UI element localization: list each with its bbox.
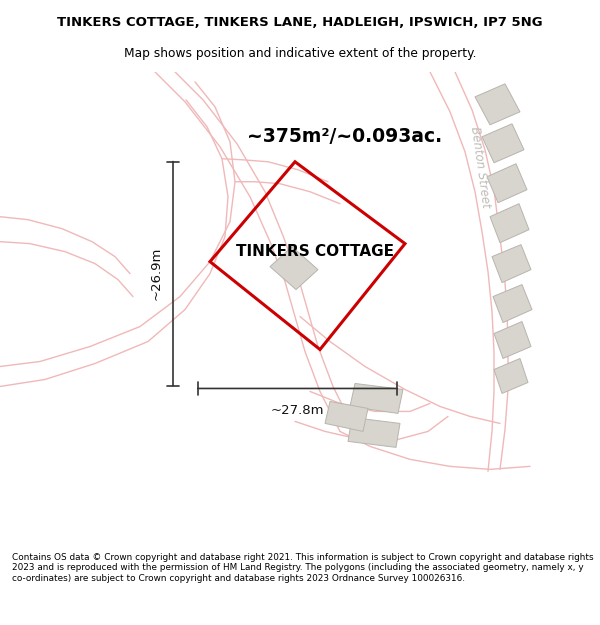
Polygon shape	[325, 401, 368, 431]
Polygon shape	[475, 84, 520, 125]
Polygon shape	[482, 124, 524, 162]
Text: TINKERS COTTAGE, TINKERS LANE, HADLEIGH, IPSWICH, IP7 5NG: TINKERS COTTAGE, TINKERS LANE, HADLEIGH,…	[57, 16, 543, 29]
Polygon shape	[494, 359, 528, 394]
Text: TINKERS COTTAGE: TINKERS COTTAGE	[236, 244, 394, 259]
Text: ~375m²/~0.093ac.: ~375m²/~0.093ac.	[247, 127, 442, 146]
Text: Map shows position and indicative extent of the property.: Map shows position and indicative extent…	[124, 47, 476, 60]
Polygon shape	[487, 164, 527, 202]
Polygon shape	[348, 418, 400, 447]
Text: Benton Street: Benton Street	[468, 125, 492, 208]
Polygon shape	[493, 284, 532, 322]
Text: ~27.8m: ~27.8m	[271, 404, 324, 418]
Text: Contains OS data © Crown copyright and database right 2021. This information is : Contains OS data © Crown copyright and d…	[12, 552, 593, 582]
Polygon shape	[494, 321, 531, 359]
Text: ~26.9m: ~26.9m	[150, 247, 163, 300]
Polygon shape	[270, 247, 318, 289]
Polygon shape	[490, 204, 529, 242]
Polygon shape	[350, 384, 403, 413]
Polygon shape	[492, 244, 531, 282]
